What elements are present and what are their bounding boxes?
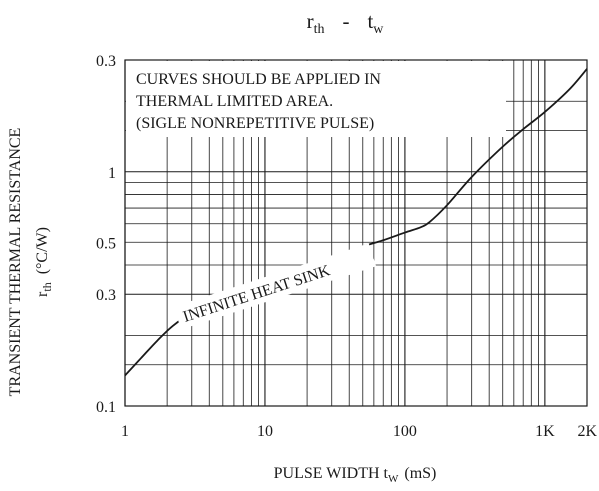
x-tick-label: 10 [257, 423, 273, 440]
y-tick-label: 0.1 [96, 399, 116, 416]
y-tick-label: 1 [108, 165, 116, 182]
x-tick-label: 2K [577, 423, 597, 440]
x-tick-labels: 1 10 100 1K 2K [121, 423, 597, 440]
x-axis-label: PULSE WIDTH tW (mS) [274, 465, 437, 485]
x-tick-label: 100 [393, 423, 417, 440]
series-label-group: INFINITE HEAT SINK [173, 243, 377, 330]
y-tick-label: 0.5 [96, 235, 116, 252]
y-axis-label-line1: TRANSIENT THERMAL RESISTANCE [7, 128, 24, 397]
note-background [126, 61, 506, 137]
y-tick-labels: 0.1 0.3 0.5 1 0.3 [96, 53, 116, 416]
y-tick-label: 0.3 [96, 53, 116, 70]
svg-text:rth(°C/W): rth(°C/W) [34, 227, 54, 297]
note-line-1: CURVES SHOULD BE APPLIED IN [136, 71, 381, 88]
y-tick-label: 0.3 [96, 287, 116, 304]
y-axis-label: TRANSIENT THERMAL RESISTANCE [7, 128, 24, 397]
y-axis-symbol: rth(°C/W) [34, 227, 54, 297]
chart-title: rth - tw [307, 9, 385, 37]
note-line-3: (SIGLE NONREPETITIVE PULSE) [136, 115, 374, 132]
note-line-2: THERMAL LIMITED AREA. [136, 93, 333, 110]
x-tick-label: 1 [121, 423, 129, 440]
x-tick-label: 1K [535, 423, 555, 440]
